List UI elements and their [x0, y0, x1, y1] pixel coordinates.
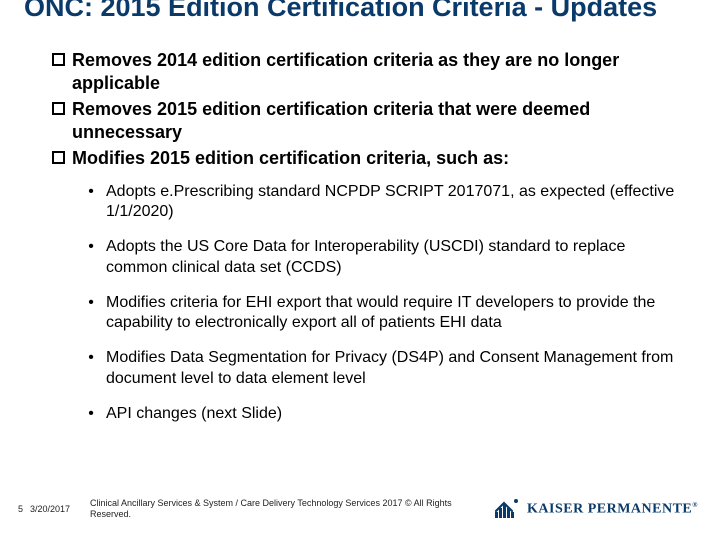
sub-bullet-item: • Modifies Data Segmentation for Privacy… [82, 348, 696, 390]
sub-bullet-text: Adopts the US Core Data for Interoperabi… [106, 237, 696, 279]
brand-logo: KAISER PERMANENTE® [493, 498, 698, 520]
bullet-icon: • [82, 348, 100, 369]
sub-bullet-list: • Adopts e.Prescribing standard NCPDP SC… [24, 182, 696, 425]
slide: ONC: 2015 Edition Certification Criteria… [0, 0, 720, 534]
page-number: 5 [18, 504, 30, 514]
footer-date: 3/20/2017 [30, 504, 90, 514]
registered-icon: ® [692, 501, 698, 509]
checklist: Removes 2014 edition certification crite… [24, 49, 696, 170]
checklist-item: Removes 2015 edition certification crite… [52, 98, 696, 143]
checklist-text: Removes 2015 edition certification crite… [72, 98, 696, 143]
sub-bullet-item: • Adopts e.Prescribing standard NCPDP SC… [82, 182, 696, 224]
bullet-icon: • [82, 237, 100, 258]
checklist-text: Modifies 2015 edition certification crit… [72, 147, 696, 170]
sub-bullet-text: Adopts e.Prescribing standard NCPDP SCRI… [106, 182, 696, 224]
sub-bullet-text: Modifies criteria for EHI export that wo… [106, 293, 696, 335]
brand-name: KAISER PERMANENTE® [527, 501, 698, 518]
checklist-item: Removes 2014 edition certification crite… [52, 49, 696, 94]
checkbox-icon [52, 53, 65, 66]
slide-title: ONC: 2015 Edition Certification Criteria… [24, 0, 696, 21]
thrive-icon [493, 498, 521, 520]
sub-bullet-item: • API changes (next Slide) [82, 404, 696, 425]
bullet-icon: • [82, 293, 100, 314]
bullet-icon: • [82, 182, 100, 203]
sub-bullet-text: API changes (next Slide) [106, 404, 696, 425]
checkbox-icon [52, 102, 65, 115]
sub-bullet-text: Modifies Data Segmentation for Privacy (… [106, 348, 696, 390]
sub-bullet-item: • Modifies criteria for EHI export that … [82, 293, 696, 335]
bullet-icon: • [82, 404, 100, 425]
sub-bullet-item: • Adopts the US Core Data for Interopera… [82, 237, 696, 279]
checklist-item: Modifies 2015 edition certification crit… [52, 147, 696, 170]
checkbox-icon [52, 151, 65, 164]
checklist-text: Removes 2014 edition certification crite… [72, 49, 696, 94]
footer-copyright: Clinical Ancillary Services & System / C… [90, 498, 470, 521]
